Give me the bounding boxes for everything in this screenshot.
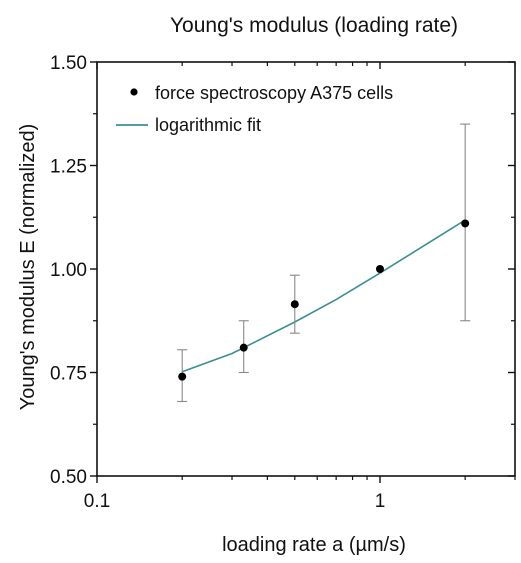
legend: force spectroscopy A375 cells logarithmic…: [116, 83, 393, 135]
legend-label-fit: logarithmic fit: [155, 115, 261, 135]
y-tick-label: 1.00: [50, 260, 87, 281]
y-tick-label: 0.75: [50, 364, 87, 385]
fit-line: [181, 219, 466, 373]
x-axis-label: loading rate a (µm/s): [222, 534, 406, 556]
legend-marker-points: [130, 88, 138, 96]
data-point: [375, 265, 384, 273]
chart-title: Young's modulus (loading rate): [170, 14, 458, 37]
plot-area: 0.50 0.75 1.00 1.25 1.50 0.1 1: [50, 53, 516, 512]
data-point: [461, 219, 470, 228]
y-tick-label: 0.50: [50, 467, 87, 488]
x-tick-label: 1: [375, 491, 386, 512]
y-tick-label: 1.25: [50, 157, 87, 178]
data-point: [178, 372, 187, 381]
data-point: [290, 300, 299, 309]
data-point: [239, 343, 248, 352]
legend-label-points: force spectroscopy A375 cells: [155, 83, 393, 103]
x-tick-label: 0.1: [84, 491, 110, 512]
y-axis-label: Young's modulus E (normalized): [17, 124, 39, 411]
y-tick-label: 1.50: [50, 53, 87, 74]
